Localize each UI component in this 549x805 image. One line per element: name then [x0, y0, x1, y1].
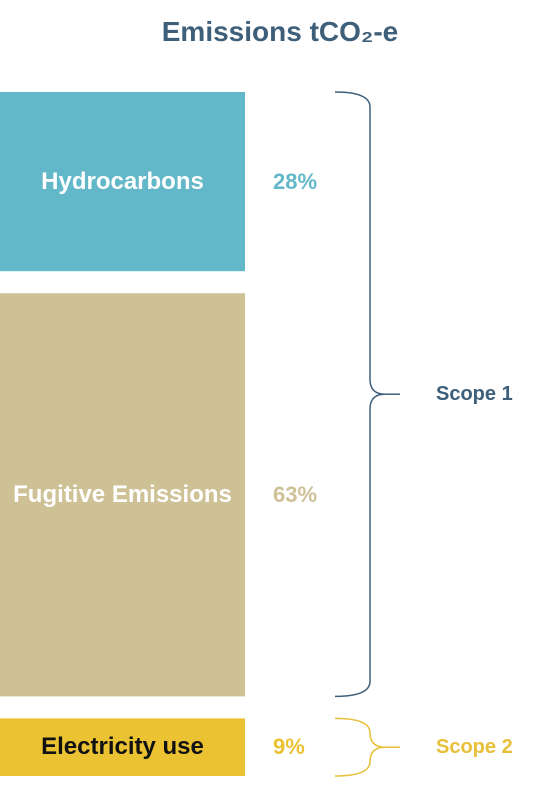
- category-label: Electricity use: [41, 733, 204, 761]
- value-label: 28%: [273, 168, 318, 194]
- bar-segment: [0, 293, 245, 697]
- group-label: Scope 2: [436, 735, 513, 758]
- category-label: Hydrocarbons: [41, 167, 204, 195]
- chart-title: Emissions tCO₂-e: [161, 16, 399, 47]
- value-label: 9%: [273, 734, 305, 760]
- bar-segment: [0, 92, 245, 272]
- group-label: Scope 1: [436, 382, 513, 405]
- category-label: Fugitive Emissions: [13, 480, 232, 508]
- value-label: 63%: [273, 481, 318, 507]
- bar-segment: [0, 718, 245, 776]
